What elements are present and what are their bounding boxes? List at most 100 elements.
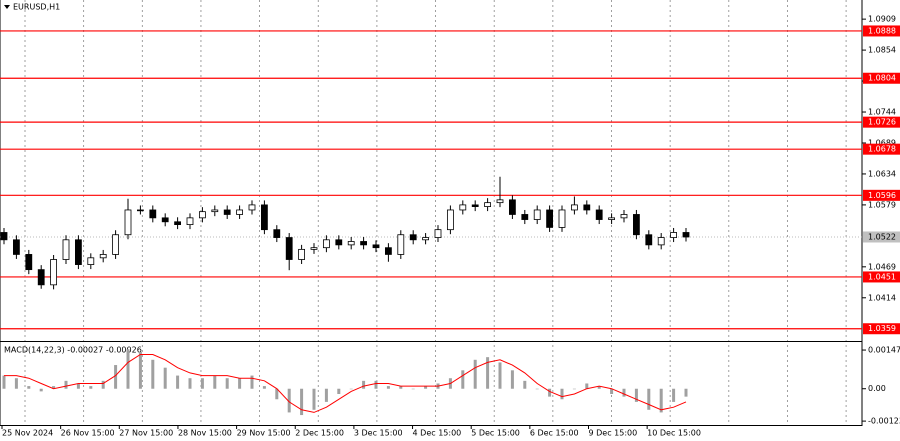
candle-body [99,254,107,259]
macd-bar [585,383,589,389]
x-tick-label: 10 Dec 15:00 [647,429,701,438]
y-tick-label: 1.0414 [868,293,896,302]
level-label-box [863,25,900,37]
macd-bar [510,370,514,389]
candle-body [112,234,119,255]
macd-bar [76,383,80,389]
macd-bar [362,380,366,389]
candle-body [12,239,20,255]
x-tick-label: 29 Nov 15:00 [237,429,291,438]
macd-bar [52,386,56,389]
candle-body [496,199,504,204]
macd-bar [213,375,217,389]
macd-bar [2,375,6,389]
candle-body [335,239,343,246]
level-label: 1.0596 [868,191,896,200]
macd-bar [225,378,229,389]
x-tick-label: 28 Nov 15:00 [178,429,232,438]
candle-body [186,217,194,226]
candle-body [273,229,281,238]
candle-body [285,237,293,260]
candle-body [310,247,318,250]
macd-bar [349,388,353,390]
candle-body [124,209,132,236]
macd-bar [337,388,341,394]
candle-body [484,202,492,207]
level-label-box [863,323,900,335]
x-tick-label: 4 Dec 15:00 [413,429,462,438]
macd-bar [374,380,378,389]
candle-body [37,269,45,286]
macd-bar [634,388,638,402]
macd-bar [659,388,663,413]
macd-bar [163,367,167,389]
candle-body [174,221,182,226]
macd-bar [411,388,415,390]
y-tick-label: 1.0469 [868,262,896,271]
macd-bar [622,388,626,397]
grid [24,0,847,426]
level-label: 1.0359 [868,324,896,333]
candle-body [75,239,82,265]
candle-body [149,209,157,219]
x-tick-label: 5 Dec 15:00 [471,429,520,438]
candle-body [521,214,529,220]
symbol-label: EURUSD,H1 [13,3,60,12]
y-tick-label: 0.00147 [868,346,900,355]
macd-bar [238,378,242,389]
candle-body [260,204,268,231]
level-label: 1.0726 [868,118,896,127]
signal-line [4,354,687,413]
macd-bar [461,370,465,389]
last-price-box [863,231,900,243]
macd-bar [535,388,539,390]
macd-bar [399,386,403,389]
level-label: 1.0451 [868,272,896,281]
macd-bar [64,380,68,389]
macd-bar [684,388,688,397]
macd-bar [300,388,304,416]
y-tick-label: 1.0744 [868,108,896,117]
candle-body [397,234,405,255]
candle-body [583,204,591,211]
candle-body [422,237,430,241]
level-label: 1.0804 [868,74,896,83]
level-label: 1.0678 [868,145,896,154]
x-tick-label: 25 Nov 2024 [2,429,53,438]
level-label-box [863,143,900,155]
menu-arrow [4,5,10,9]
candle-body [384,247,392,255]
candle-body [62,239,70,260]
candle-body [595,209,603,220]
candle-body [446,209,454,231]
candle-body [533,209,541,220]
candle-body [161,217,169,223]
macd-bar [287,388,291,413]
y-tick-label: 0.00 [868,384,886,393]
candle-body [508,199,516,215]
macd-bar [151,359,155,389]
candle-body [0,232,8,241]
x-tick-label: 9 Dec 15:00 [589,429,638,438]
level-label-box [863,72,900,84]
macd-bar [610,388,614,394]
candle-body [372,244,380,249]
level-label-box [863,116,900,128]
macd-bar [647,388,651,410]
x-tick-label: 27 Nov 15:00 [119,429,173,438]
candle-body [571,204,578,211]
last-price-label: 1.0522 [868,232,896,241]
candle-body [620,214,628,219]
level-label-box [863,189,900,201]
y-tick-label: 1.0909 [868,15,896,24]
y-tick-label: 1.0634 [868,169,896,178]
candle-body [546,209,553,228]
macd-bar [188,378,192,389]
candle-body [409,234,417,241]
x-tick-label: 6 Dec 15:00 [530,429,579,438]
x-tick-label: 3 Dec 15:00 [354,429,403,438]
macd-bar [548,388,552,397]
candle-body [136,209,144,212]
y-tick-label: 1.0579 [868,200,896,209]
candle-body [459,204,467,211]
